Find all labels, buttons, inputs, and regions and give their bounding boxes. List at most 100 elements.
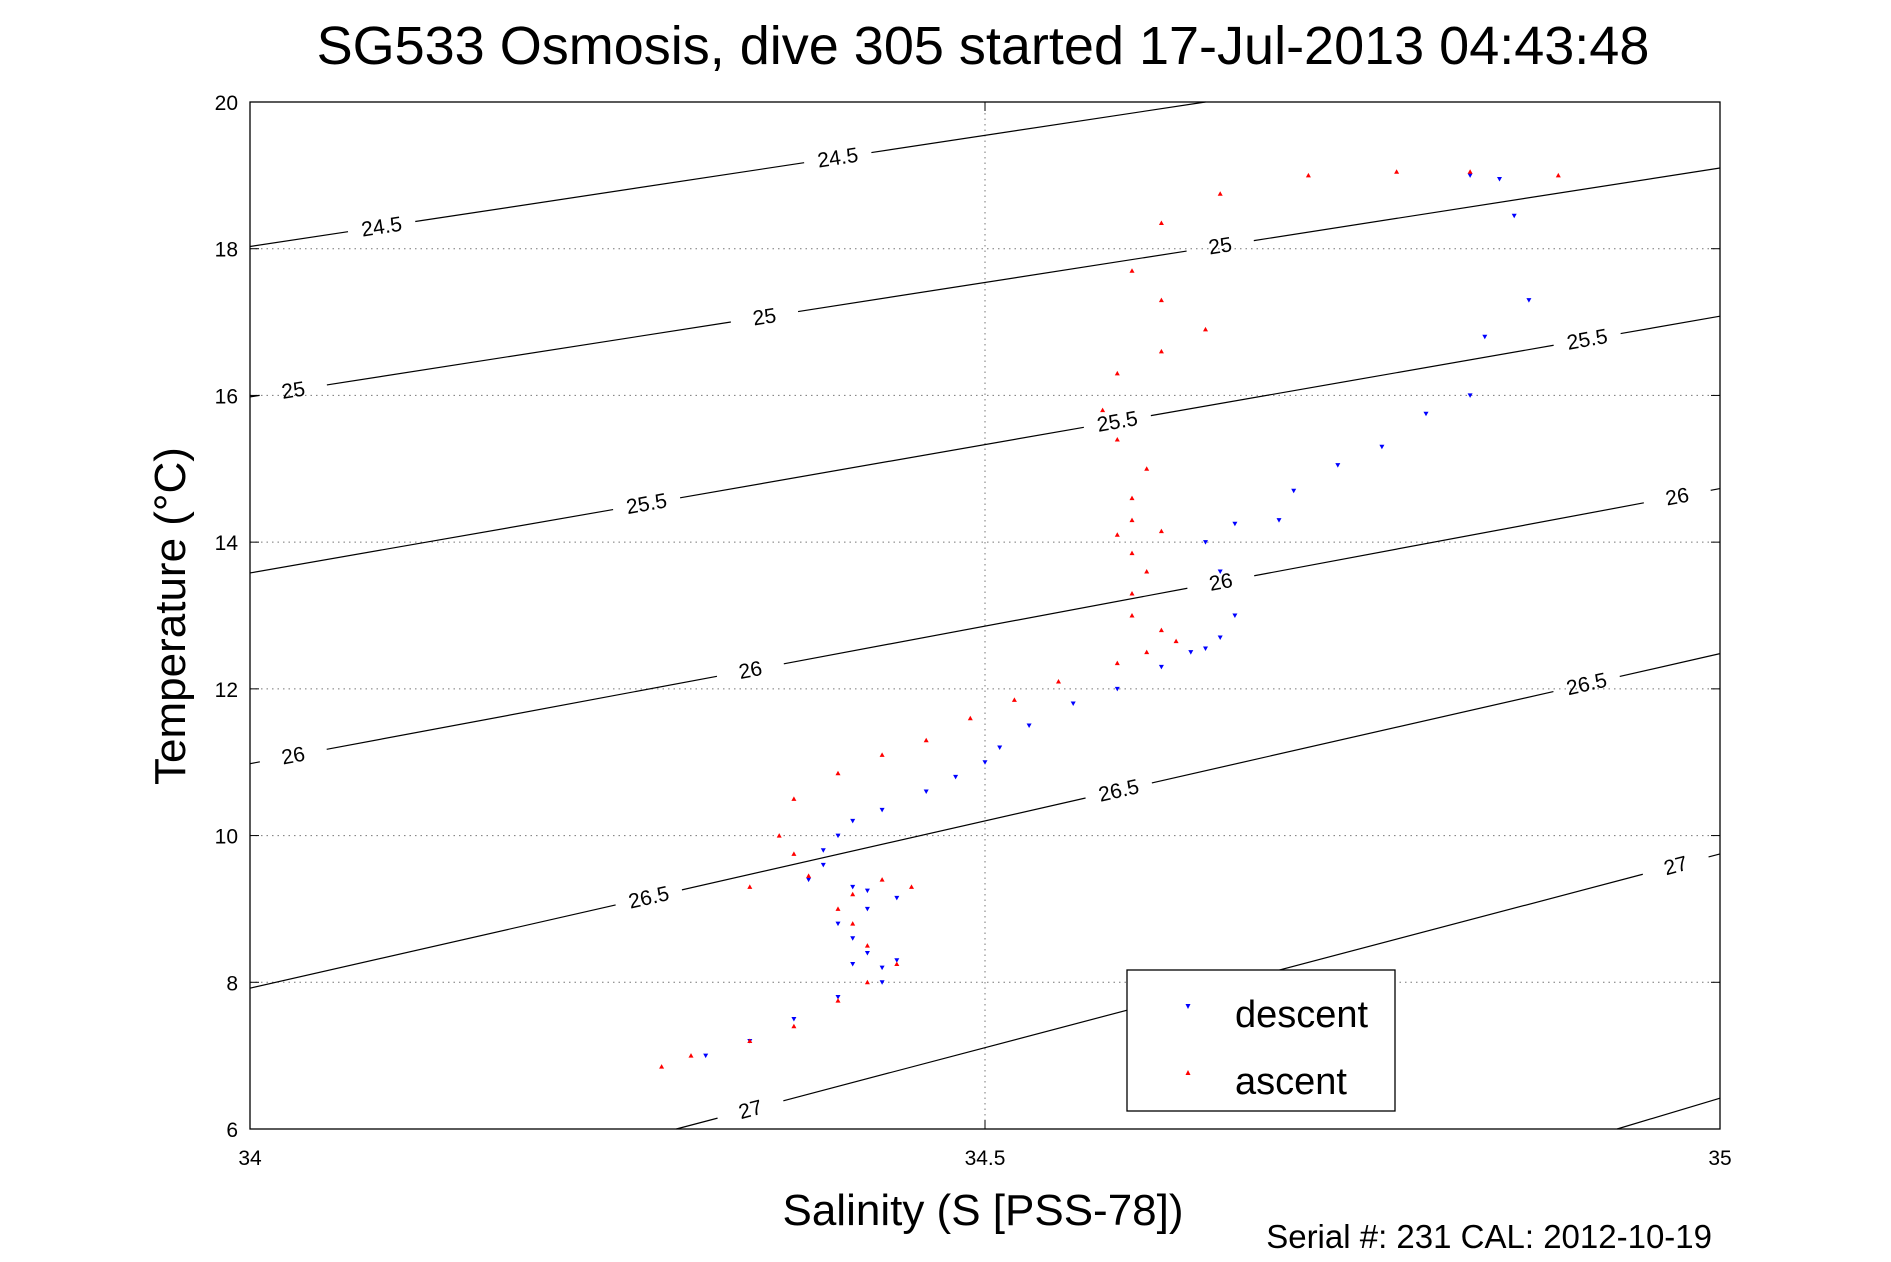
descent-point [864, 888, 870, 894]
legend-ascent-marker [1185, 1070, 1191, 1075]
y-tick-label: 14 [215, 532, 239, 555]
descent-point [850, 818, 856, 824]
ascent-point [894, 961, 900, 966]
ascent-point [1467, 169, 1473, 174]
density-contour-label: 26 [1207, 569, 1234, 596]
y-tick-label: 6 [226, 1119, 238, 1142]
x-axis-label: Salinity (S [PSS-78]) [782, 1186, 1183, 1235]
legend-ascent-label: ascent [1235, 1061, 1347, 1103]
density-contour-label: 25 [1207, 233, 1234, 259]
x-tick-label: 34.5 [965, 1147, 1006, 1170]
descent-point [879, 807, 885, 813]
descent-point [703, 1053, 709, 1059]
ascent-point [864, 943, 870, 948]
ascent-point [835, 770, 841, 776]
grid-lines [250, 102, 1720, 1129]
density-contour-label: 26 [737, 657, 764, 684]
ascent-point [1129, 268, 1135, 273]
descent-point [1070, 701, 1076, 707]
y-tick-label: 20 [215, 92, 238, 115]
ascent-point [1114, 436, 1120, 442]
ascent-point [1173, 638, 1179, 644]
descent-point [850, 961, 856, 967]
density-contour-line [415, 162, 805, 223]
ascent-point [1144, 649, 1150, 655]
descent-point [894, 958, 900, 963]
density-contour-label: 24.5 [360, 213, 404, 242]
descent-point [820, 848, 826, 853]
ascent-point [850, 891, 856, 897]
descent-point [1511, 213, 1517, 219]
density-contour-line [326, 675, 718, 750]
descent-point [1335, 463, 1341, 468]
descent-point [850, 884, 856, 890]
density-contour-line [326, 321, 731, 386]
descent-point [835, 833, 841, 839]
density-contour-label: 24.5 [816, 144, 860, 173]
ascent-point [1203, 326, 1208, 332]
legend-box [1126, 969, 1396, 1112]
density-contour-line [249, 904, 616, 989]
ascent-point [1555, 172, 1561, 178]
ascent-point [1305, 172, 1311, 178]
ascent-point [923, 737, 929, 743]
ascent-point [1114, 370, 1120, 376]
density-contour-label: 26.5 [626, 882, 671, 913]
descent-point [864, 950, 870, 956]
density-contour-line [1619, 653, 1721, 678]
ascent-point [659, 1064, 665, 1069]
y-tick-label: 10 [215, 826, 238, 849]
density-contour-line [1620, 315, 1721, 335]
ascent-point [776, 833, 782, 838]
density-contour-line [797, 250, 1187, 313]
ascent-point [909, 884, 914, 889]
data-points [659, 169, 1561, 1069]
serial-calibration-footer: Serial #: 231 CAL: 2012-10-19 [1266, 1218, 1712, 1255]
ascent-point [1144, 568, 1150, 574]
descent-point [1158, 664, 1164, 670]
density-contour-label: 27 [736, 1096, 764, 1124]
density-contour-label: 25.5 [1565, 325, 1609, 355]
y-tick-label: 8 [226, 972, 238, 995]
density-contour-line [1708, 853, 1721, 858]
descent-point [923, 789, 929, 795]
density-contour-label: 25 [751, 304, 778, 330]
ascent-point [747, 884, 753, 889]
density-contour-line [249, 231, 349, 248]
descent-point [1203, 646, 1208, 652]
density-contour-label: 25 [280, 377, 307, 403]
descent-point [1291, 488, 1297, 494]
descent-point [1114, 686, 1120, 692]
descent-point [1203, 540, 1208, 545]
descent-point [1497, 177, 1502, 182]
descent-point [879, 965, 885, 971]
ascent-point [791, 796, 797, 801]
density-contour-line [679, 426, 1084, 499]
descent-point [1482, 334, 1488, 340]
y-tick-label: 18 [215, 239, 238, 262]
ascent-point [1158, 627, 1164, 633]
descent-point [1026, 723, 1032, 729]
descent-point [1232, 521, 1238, 527]
descent-point [953, 774, 959, 780]
ascent-point [1394, 169, 1400, 174]
density-contour-line [1253, 167, 1721, 242]
descent-point [1526, 298, 1532, 303]
density-contour-label: 25.5 [625, 489, 669, 519]
descent-point [1379, 444, 1385, 450]
ascent-point [879, 877, 885, 882]
density-contour-line [249, 761, 260, 765]
ascent-point [1114, 660, 1120, 666]
x-tick-label: 34 [238, 1147, 262, 1170]
descent-point [1188, 650, 1194, 655]
ascent-point [1056, 679, 1061, 684]
y-axis-label: Temperature (°C) [146, 447, 195, 785]
ascent-point [835, 906, 841, 911]
density-contour-line [676, 1117, 718, 1130]
chart-title: SG533 Osmosis, dive 305 started 17-Jul-2… [317, 16, 1650, 76]
x-tick-label: 35 [1708, 1147, 1731, 1170]
ascent-point [835, 998, 841, 1003]
descent-point [806, 877, 812, 883]
density-contour-line [871, 101, 1206, 154]
